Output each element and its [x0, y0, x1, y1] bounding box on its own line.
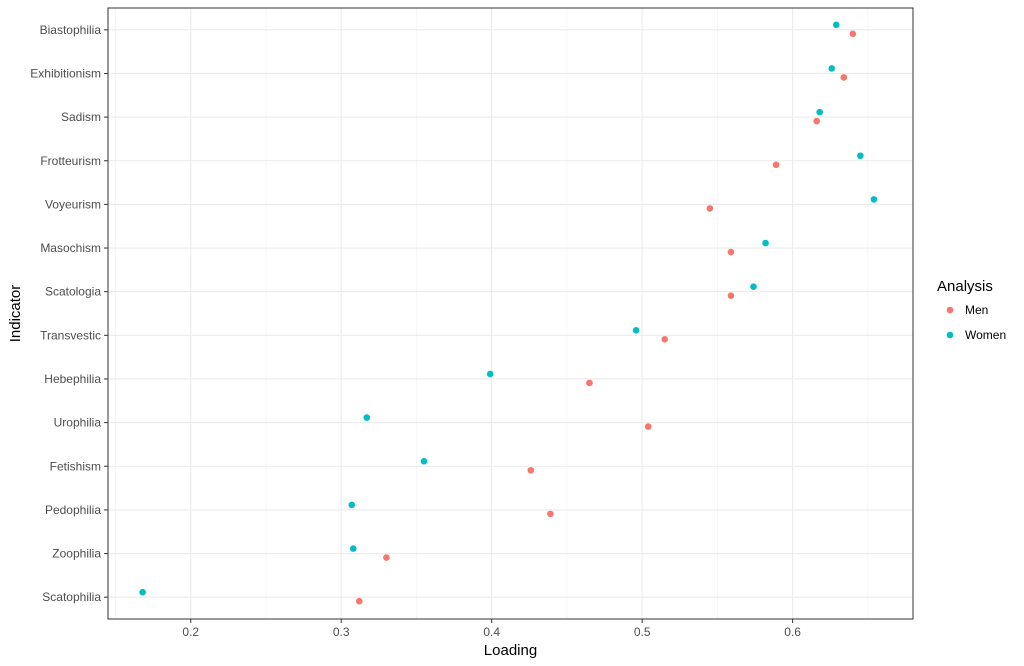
data-point-men	[383, 554, 390, 561]
data-point-men	[813, 117, 821, 125]
data-point-men	[727, 292, 735, 299]
data-point-women	[828, 65, 836, 72]
major-gridlines	[108, 8, 913, 619]
y-axis-title: Indicator	[7, 285, 24, 343]
data-point-women	[632, 327, 640, 334]
x-tick-label: 0.2	[182, 625, 199, 639]
data-point-women	[139, 588, 146, 596]
y-tick-label: Transvestic	[40, 328, 101, 342]
data-point-women	[420, 457, 428, 465]
data-point-women	[832, 21, 840, 29]
data-point-men	[661, 336, 669, 343]
data-point-men	[840, 74, 848, 81]
data-point-women	[750, 283, 757, 290]
panel-border	[107, 7, 914, 620]
minor-gridlines	[115, 8, 869, 619]
y-tick-label: Scatophilia	[42, 590, 101, 604]
x-axis-ticks: 0.2 0.3 0.4 0.5 0.6	[182, 619, 801, 639]
legend-label-men: Men	[965, 303, 988, 317]
legend-title: Analysis	[937, 278, 993, 295]
data-point-women	[349, 545, 357, 552]
data-point-women	[857, 152, 864, 160]
data-point-men	[644, 423, 652, 430]
legend-key-women	[946, 331, 954, 339]
y-tick-label: Pedophilia	[45, 503, 101, 517]
y-tick-label: Masochism	[40, 241, 101, 255]
legend-key-men	[946, 306, 954, 314]
x-tick-label: 0.5	[634, 625, 651, 639]
data-point-men	[849, 30, 857, 38]
y-tick-label: Exhibitionism	[30, 66, 101, 80]
y-tick-label: Fetishism	[50, 459, 101, 473]
y-tick-label: Sadism	[61, 110, 101, 124]
data-points	[139, 21, 878, 605]
data-point-women	[348, 501, 356, 509]
y-tick-label: Frotteurism	[40, 154, 101, 168]
data-point-women	[486, 370, 494, 378]
y-tick-label: Voyeurism	[45, 197, 101, 211]
data-point-men	[527, 466, 535, 474]
data-point-men	[706, 205, 714, 212]
y-tick-label: Scatologia	[45, 285, 101, 299]
x-tick-label: 0.3	[333, 625, 350, 639]
legend: Analysis Men Women	[937, 278, 1006, 342]
data-point-women	[870, 196, 878, 203]
y-axis-ticks: Biastophilia Exhibitionism Sadism Frotteuri…	[30, 23, 108, 604]
x-tick-label: 0.6	[784, 625, 801, 639]
legend-label-women: Women	[965, 328, 1006, 342]
data-point-men	[586, 379, 593, 387]
data-point-women	[816, 108, 824, 116]
data-point-women	[363, 414, 371, 421]
y-tick-label: Zoophilia	[52, 547, 101, 561]
data-point-men	[727, 248, 735, 256]
x-tick-label: 0.4	[483, 625, 500, 639]
data-point-men	[772, 161, 780, 169]
data-point-men	[355, 597, 363, 605]
y-tick-label: Hebephilia	[44, 372, 101, 386]
y-tick-label: Urophilia	[54, 416, 102, 430]
data-point-women	[762, 239, 769, 247]
y-tick-label: Biastophilia	[40, 23, 102, 37]
x-axis-title: Loading	[484, 642, 537, 659]
data-point-men	[547, 510, 554, 518]
